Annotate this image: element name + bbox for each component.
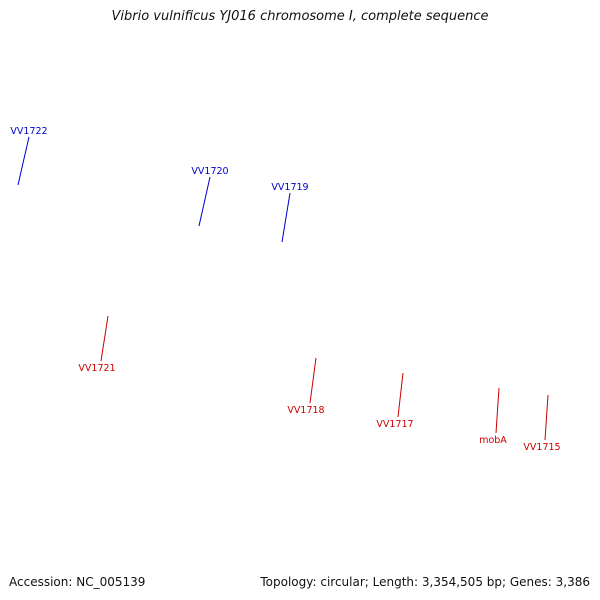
map-title: Vibrio vulnificus YJ016 chromosome I, co…	[111, 9, 489, 24]
gene-label: VV1720	[191, 166, 228, 177]
accession-text: Accession: NC_005139	[9, 575, 146, 589]
gene-label-leader	[198, 176, 211, 227]
gene-label: VV1715	[523, 442, 560, 453]
gene-label-leader	[309, 357, 317, 404]
gene-label: VV1717	[376, 419, 413, 430]
gene-label-leader	[100, 315, 109, 362]
gene-label: VV1721	[78, 363, 115, 374]
genome-summary-text: Topology: circular; Length: 3,354,505 bp…	[260, 575, 590, 589]
gene-label-leader	[17, 136, 30, 186]
gene-label-leader	[495, 387, 500, 434]
gene-label-leader	[397, 372, 404, 418]
gene-label-leader	[544, 394, 549, 441]
gene-label: VV1719	[271, 182, 308, 193]
gene-label: mobA	[479, 435, 507, 446]
gene-label: VV1718	[287, 405, 324, 416]
gene-label: VV1722	[10, 126, 47, 137]
gene-label-leader	[281, 192, 291, 243]
